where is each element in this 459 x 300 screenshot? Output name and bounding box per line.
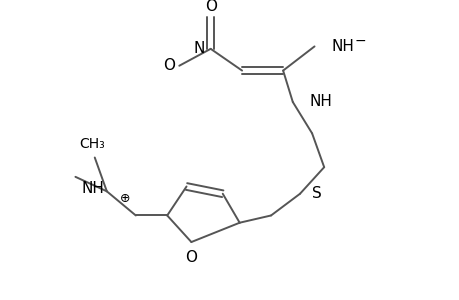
Text: O: O — [162, 58, 174, 73]
Text: ⊕: ⊕ — [120, 192, 130, 205]
Text: O: O — [185, 250, 197, 265]
Text: S: S — [312, 186, 321, 201]
Text: CH₃: CH₃ — [79, 137, 105, 151]
Text: NH: NH — [81, 182, 104, 196]
Text: −: − — [353, 34, 365, 48]
Text: NH: NH — [309, 94, 332, 110]
Text: N: N — [193, 41, 204, 56]
Text: NH: NH — [331, 39, 353, 54]
Text: O: O — [204, 0, 216, 14]
